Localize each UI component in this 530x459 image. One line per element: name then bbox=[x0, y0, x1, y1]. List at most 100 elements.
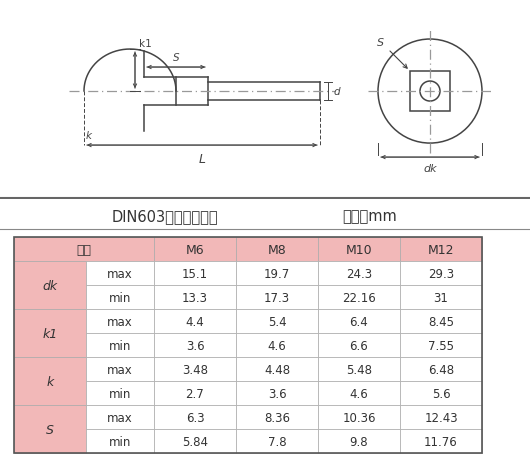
Bar bbox=[318, 309, 400, 333]
Text: 6.4: 6.4 bbox=[350, 315, 368, 328]
Text: 6.48: 6.48 bbox=[428, 363, 454, 376]
Bar bbox=[154, 381, 236, 405]
Bar bbox=[400, 285, 482, 309]
Bar bbox=[318, 429, 400, 453]
Text: 5.4: 5.4 bbox=[268, 315, 286, 328]
Text: M8: M8 bbox=[268, 243, 286, 256]
Text: 3.6: 3.6 bbox=[268, 386, 286, 400]
Text: M10: M10 bbox=[346, 243, 372, 256]
Text: 12.43: 12.43 bbox=[424, 411, 458, 424]
Bar bbox=[154, 357, 236, 381]
Text: S: S bbox=[173, 53, 179, 63]
Text: DIN603大头方颈螺栓: DIN603大头方颈螺栓 bbox=[112, 209, 218, 224]
Text: 规格: 规格 bbox=[76, 243, 92, 256]
Text: max: max bbox=[107, 411, 133, 424]
Text: 15.1: 15.1 bbox=[182, 267, 208, 280]
Text: 6.6: 6.6 bbox=[350, 339, 368, 352]
Text: min: min bbox=[109, 386, 131, 400]
Text: S: S bbox=[377, 38, 384, 48]
Text: 3.6: 3.6 bbox=[186, 339, 204, 352]
Text: 13.3: 13.3 bbox=[182, 291, 208, 304]
Bar bbox=[236, 333, 318, 357]
Bar bbox=[14, 238, 482, 453]
Text: 6.3: 6.3 bbox=[186, 411, 204, 424]
Bar bbox=[154, 262, 236, 285]
Text: 4.6: 4.6 bbox=[268, 339, 286, 352]
Text: 2.7: 2.7 bbox=[186, 386, 205, 400]
Text: 31: 31 bbox=[434, 291, 448, 304]
Bar bbox=[318, 333, 400, 357]
Bar bbox=[14, 405, 86, 453]
Text: 5.6: 5.6 bbox=[432, 386, 450, 400]
Bar bbox=[236, 309, 318, 333]
Text: 5.84: 5.84 bbox=[182, 435, 208, 448]
Bar bbox=[154, 285, 236, 309]
Text: 单位：mm: 单位：mm bbox=[342, 209, 398, 224]
Text: max: max bbox=[107, 363, 133, 376]
Bar bbox=[236, 429, 318, 453]
Text: 7.55: 7.55 bbox=[428, 339, 454, 352]
Text: min: min bbox=[109, 435, 131, 448]
Bar bbox=[86, 285, 154, 309]
Bar bbox=[400, 238, 482, 262]
Text: L: L bbox=[199, 153, 206, 166]
Text: 9.8: 9.8 bbox=[350, 435, 368, 448]
Bar bbox=[86, 357, 154, 381]
Bar bbox=[400, 405, 482, 429]
Bar bbox=[154, 238, 236, 262]
Text: k: k bbox=[47, 375, 54, 388]
Text: dk: dk bbox=[423, 164, 437, 174]
Text: 5.48: 5.48 bbox=[346, 363, 372, 376]
Bar bbox=[400, 333, 482, 357]
Bar bbox=[14, 238, 154, 262]
Bar bbox=[236, 238, 318, 262]
Bar bbox=[86, 429, 154, 453]
Text: min: min bbox=[109, 291, 131, 304]
Text: M12: M12 bbox=[428, 243, 454, 256]
Text: k1: k1 bbox=[139, 39, 152, 49]
Bar bbox=[318, 262, 400, 285]
Bar bbox=[318, 405, 400, 429]
Bar bbox=[318, 285, 400, 309]
Bar bbox=[400, 381, 482, 405]
Bar bbox=[318, 238, 400, 262]
Text: 4.6: 4.6 bbox=[350, 386, 368, 400]
Bar bbox=[154, 429, 236, 453]
Bar bbox=[154, 333, 236, 357]
Bar bbox=[236, 285, 318, 309]
Text: 29.3: 29.3 bbox=[428, 267, 454, 280]
Bar bbox=[400, 262, 482, 285]
Text: k: k bbox=[86, 131, 92, 141]
Text: 22.16: 22.16 bbox=[342, 291, 376, 304]
Bar bbox=[318, 381, 400, 405]
Text: max: max bbox=[107, 315, 133, 328]
Bar bbox=[14, 262, 86, 309]
Bar bbox=[400, 429, 482, 453]
Bar bbox=[154, 309, 236, 333]
Text: 17.3: 17.3 bbox=[264, 291, 290, 304]
Text: S: S bbox=[46, 423, 54, 436]
Bar bbox=[236, 381, 318, 405]
Bar bbox=[14, 309, 86, 357]
Bar bbox=[14, 357, 86, 405]
Bar bbox=[400, 357, 482, 381]
Text: min: min bbox=[109, 339, 131, 352]
Bar bbox=[236, 357, 318, 381]
Bar bbox=[86, 405, 154, 429]
Text: 19.7: 19.7 bbox=[264, 267, 290, 280]
Bar bbox=[318, 357, 400, 381]
Text: d: d bbox=[334, 87, 341, 97]
Bar bbox=[86, 381, 154, 405]
Text: 11.76: 11.76 bbox=[424, 435, 458, 448]
Text: dk: dk bbox=[42, 279, 58, 292]
Bar bbox=[236, 262, 318, 285]
Text: 4.4: 4.4 bbox=[186, 315, 205, 328]
Text: 24.3: 24.3 bbox=[346, 267, 372, 280]
Text: 8.45: 8.45 bbox=[428, 315, 454, 328]
Text: 10.36: 10.36 bbox=[342, 411, 376, 424]
Bar bbox=[400, 309, 482, 333]
Text: 8.36: 8.36 bbox=[264, 411, 290, 424]
Text: 3.48: 3.48 bbox=[182, 363, 208, 376]
Text: M6: M6 bbox=[186, 243, 204, 256]
Text: 7.8: 7.8 bbox=[268, 435, 286, 448]
